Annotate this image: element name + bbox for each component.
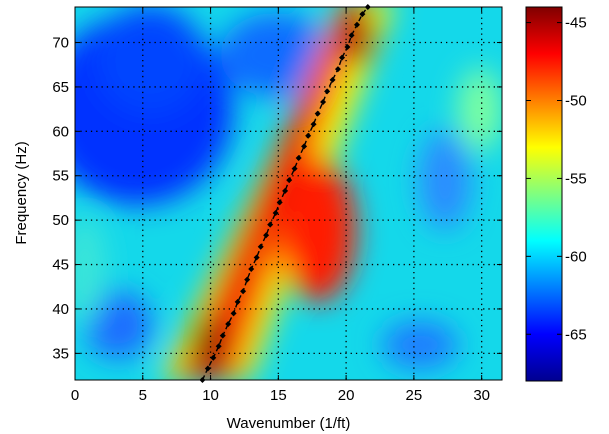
- ridge-point: [257, 243, 264, 250]
- ridge-point: [286, 177, 293, 184]
- ridge-point: [263, 232, 270, 239]
- ridge-core: [280, 158, 356, 302]
- y-tick-label: 45: [52, 257, 69, 274]
- plot-frame: [74, 6, 503, 381]
- ridge-point: [291, 165, 298, 172]
- ridge-point: [339, 54, 346, 61]
- x-tick-label: 0: [71, 387, 79, 404]
- ridge-point: [272, 210, 279, 217]
- y-tick-label: 70: [52, 35, 69, 52]
- ridge-point: [314, 110, 321, 117]
- x-tick-label: 30: [473, 387, 490, 404]
- ridge-point: [253, 254, 260, 261]
- ridge-point: [230, 310, 237, 317]
- x-axis-label: Wavenumber (1/ft): [227, 415, 351, 432]
- colorbar-tick-label: -55: [565, 170, 587, 187]
- colorbar-gradient: [525, 6, 563, 382]
- ridge-point: [295, 154, 302, 161]
- ridge-point: [240, 288, 247, 295]
- colorbar-ticks: -45 -50 -55 -60 -65: [526, 15, 587, 343]
- x-tick-label: 10: [202, 387, 219, 404]
- y-tick-label: 50: [52, 212, 69, 229]
- ridge-line: [199, 4, 371, 383]
- x-tick-label: 15: [270, 387, 287, 404]
- y-tick-label: 60: [52, 123, 69, 140]
- ridge-point: [301, 143, 308, 150]
- y-axis: 35 40 45 50 55 60 65 70: [52, 35, 502, 362]
- heatmap-field: [75, 7, 502, 380]
- ridge-point: [359, 11, 366, 18]
- ridge-point: [244, 276, 251, 283]
- cold-region: [95, 7, 205, 115]
- x-tick-label: 5: [139, 387, 147, 404]
- colorbar-tick-label: -65: [565, 326, 587, 343]
- ridge-point: [215, 343, 222, 350]
- y-tick-label: 35: [52, 345, 69, 362]
- ridge-point: [353, 21, 360, 28]
- ridge-point: [282, 187, 289, 194]
- ridge-point: [324, 88, 331, 95]
- cold-region: [419, 130, 471, 230]
- cold-region: [220, 13, 330, 97]
- y-tick-label: 55: [52, 168, 69, 185]
- ridge-point: [344, 43, 351, 50]
- ridge-core: [342, 7, 374, 65]
- warm-region: [75, 215, 105, 325]
- ridge-point: [219, 332, 226, 339]
- ridge-hot: [185, 7, 360, 380]
- ridge-point: [234, 298, 241, 305]
- cold-region: [382, 321, 458, 369]
- plot-area: 0 5 10 15 20 25 30 35 40 45 50 55 60 65 70: [52, 4, 503, 404]
- ridge-point: [334, 66, 341, 73]
- ridge-point: [210, 354, 217, 361]
- colorbar-tick-label: -60: [565, 248, 587, 265]
- ridge-point: [267, 221, 274, 228]
- colorbar-tick-label: -45: [565, 15, 587, 32]
- cold-region: [84, 291, 152, 359]
- ridge-point: [310, 121, 317, 128]
- warm-region: [458, 68, 502, 152]
- ridge-core: [192, 315, 224, 375]
- y-axis-label: Frequency (Hz): [13, 141, 30, 244]
- grid: [75, 7, 502, 380]
- ridge-point: [225, 321, 232, 328]
- x-tick-label: 20: [338, 387, 355, 404]
- ridge-point: [348, 32, 355, 39]
- ridge-point: [204, 365, 211, 372]
- colorbar-tick-label: -50: [565, 93, 587, 110]
- y-tick-label: 65: [52, 79, 69, 96]
- colorbar: -45 -50 -55 -60 -65: [525, 6, 587, 382]
- ridge-point: [248, 265, 255, 272]
- x-axis: 0 5 10 15 20 25 30: [71, 7, 490, 404]
- ridge-point: [276, 199, 283, 206]
- ridge-point: [320, 99, 327, 106]
- ridge-point: [305, 132, 312, 139]
- ridge-point: [329, 76, 336, 83]
- y-tick-label: 40: [52, 301, 69, 318]
- x-tick-label: 25: [406, 387, 423, 404]
